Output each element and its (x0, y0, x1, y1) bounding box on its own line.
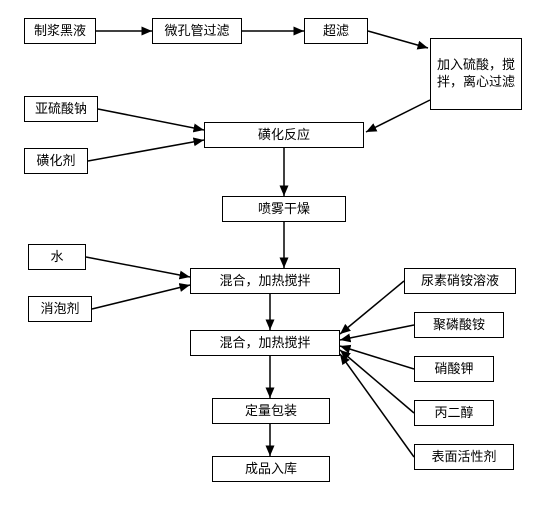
flow-edge-13 (340, 281, 404, 334)
flow-node-n14: 成品入库 (212, 456, 330, 482)
flow-node-label: 磺化反应 (258, 127, 310, 144)
flow-node-n17: 硝酸钾 (414, 356, 494, 382)
flow-node-n18: 丙二醇 (414, 400, 494, 426)
flow-node-label: 成品入库 (245, 461, 297, 478)
flow-node-label: 混合，加热搅拌 (219, 335, 310, 352)
flow-edge-8 (86, 257, 190, 277)
flow-node-label: 加入硫酸，搅拌，离心过滤 (437, 57, 515, 91)
flow-node-label: 混合，加热搅拌 (219, 273, 310, 290)
flow-node-n8: 喷雾干燥 (222, 196, 346, 222)
flow-node-n12: 混合，加热搅拌 (190, 330, 340, 356)
flow-node-label: 尿素硝铵溶液 (421, 273, 499, 290)
flow-node-n16: 聚磷酸铵 (414, 312, 504, 338)
flow-node-n13: 定量包装 (212, 398, 330, 424)
flow-edge-9 (92, 285, 190, 309)
flow-node-n4: 加入硫酸，搅拌，离心过滤 (430, 38, 522, 110)
flow-node-label: 微孔管过滤 (164, 23, 229, 40)
flow-node-label: 超滤 (323, 23, 349, 40)
flow-node-n3: 超滤 (304, 18, 368, 44)
flow-node-label: 磺化剂 (36, 153, 75, 170)
flow-node-label: 水 (50, 249, 63, 266)
flow-node-label: 制浆黑液 (34, 23, 86, 40)
flow-node-n5: 亚硫酸钠 (24, 96, 98, 122)
flow-node-n9: 水 (28, 244, 86, 270)
flow-edge-2 (368, 31, 428, 48)
flow-node-n19: 表面活性剂 (414, 444, 514, 470)
flow-edge-14 (340, 325, 414, 340)
flow-node-n15: 尿素硝铵溶液 (404, 268, 516, 294)
flow-node-n10: 消泡剂 (28, 296, 92, 322)
flow-node-n1: 制浆黑液 (24, 18, 96, 44)
flow-edge-5 (88, 140, 204, 161)
flow-node-n11: 混合，加热搅拌 (190, 268, 340, 294)
flow-edge-3 (366, 100, 430, 132)
flow-node-n2: 微孔管过滤 (152, 18, 242, 44)
flow-edge-17 (340, 354, 414, 457)
flow-node-n7: 磺化反应 (204, 122, 364, 148)
flow-node-label: 聚磷酸铵 (433, 317, 485, 334)
flow-node-label: 定量包装 (245, 403, 297, 420)
flow-edge-15 (340, 346, 414, 369)
flow-node-label: 亚硫酸钠 (35, 101, 87, 118)
flow-edge-16 (340, 350, 414, 413)
flow-node-n6: 磺化剂 (24, 148, 88, 174)
flow-edge-4 (98, 109, 204, 130)
flow-node-label: 丙二醇 (434, 405, 473, 422)
flow-node-label: 硝酸钾 (434, 361, 473, 378)
flow-node-label: 喷雾干燥 (258, 201, 310, 218)
flow-node-label: 表面活性剂 (431, 449, 496, 466)
flow-node-label: 消泡剂 (40, 301, 79, 318)
